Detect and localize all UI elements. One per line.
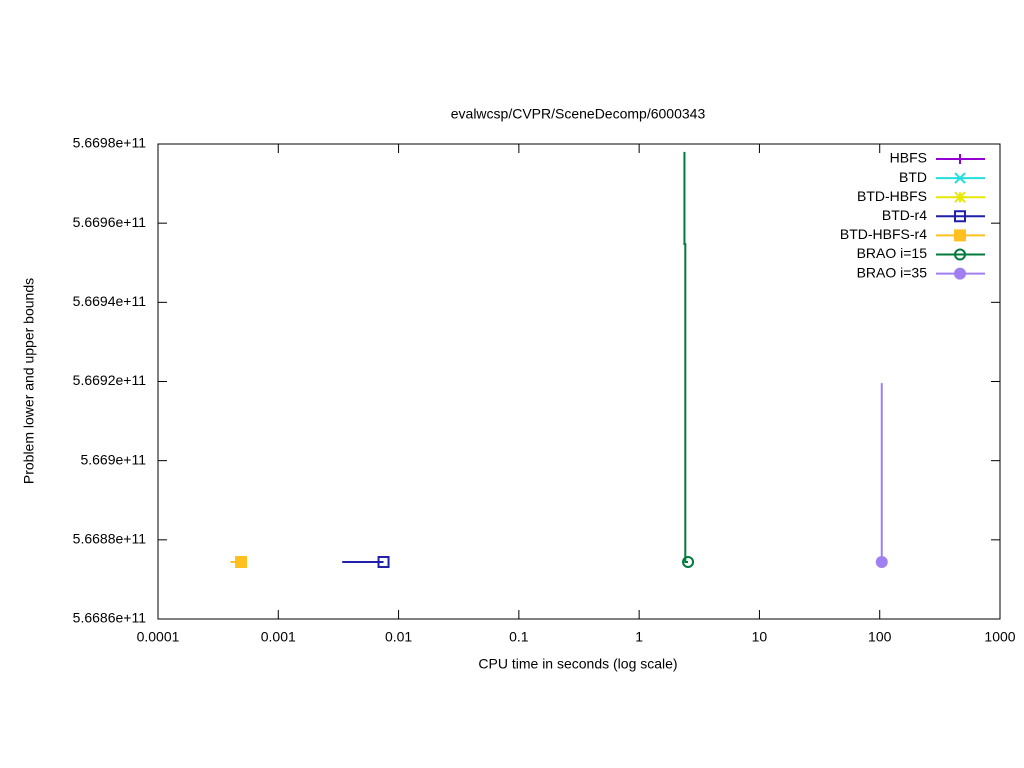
x-tick-label: 0.001 (261, 629, 296, 645)
legend-marker (954, 248, 967, 261)
x-tick-label: 0.01 (385, 629, 412, 645)
legend-label: HBFS (890, 150, 927, 166)
marker (377, 556, 390, 568)
y-tick-label: 5.6688e+11 (73, 531, 147, 547)
y-tick-label: 5.669e+11 (80, 451, 146, 467)
x-tick-label: 1000 (984, 629, 1015, 645)
series-line (683, 151, 689, 563)
x-tick-label: 10 (752, 629, 768, 645)
legend-marker (954, 172, 966, 184)
x-tick-label: 0.0001 (137, 629, 180, 645)
y-tick-label: 5.6698e+11 (73, 135, 147, 151)
legend-marker (954, 191, 966, 203)
legend-label: BTD-HBFS (857, 188, 927, 204)
marker (682, 556, 695, 568)
legend-marker (954, 229, 966, 242)
legend-label: BTD-r4 (882, 207, 927, 223)
legend-label: BRAO i=15 (857, 245, 928, 261)
legend-label: BTD-HBFS-r4 (840, 226, 927, 242)
plot-frame (157, 143, 1001, 620)
legend-marker (954, 267, 967, 280)
legend-marker (955, 154, 965, 164)
legend-marker (954, 210, 966, 223)
legend-label: BTD (899, 169, 927, 185)
y-axis-label: Problem lower and upper bounds (21, 278, 37, 484)
y-tick-label: 5.6694e+11 (73, 293, 147, 309)
y-tick-label: 5.6696e+11 (73, 214, 147, 230)
x-tick-label: 100 (868, 629, 892, 645)
chart-title: evalwcsp/CVPR/SceneDecomp/6000343 (451, 106, 706, 122)
marker (875, 556, 888, 568)
y-tick-label: 5.6692e+11 (73, 372, 147, 388)
x-tick-label: 0.1 (509, 629, 529, 645)
x-axis-label: CPU time in seconds (log scale) (478, 656, 677, 672)
legend-label: BRAO i=35 (857, 264, 928, 280)
x-tick-label: 1 (635, 629, 643, 645)
marker (235, 556, 248, 568)
y-tick-label: 5.6686e+11 (73, 610, 147, 626)
